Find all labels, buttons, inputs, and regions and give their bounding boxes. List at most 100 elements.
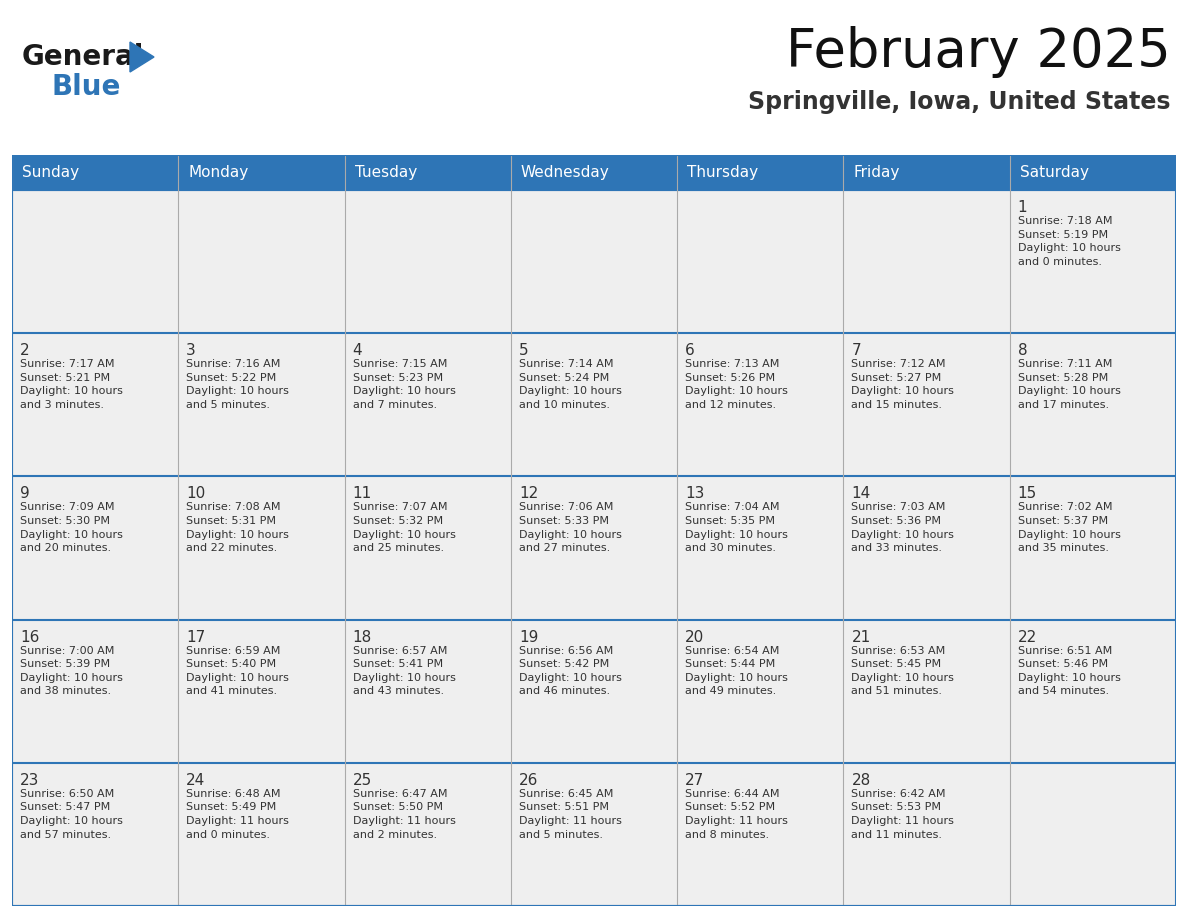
Bar	[677, 763, 843, 906]
Text: Sunrise: 7:07 AM
Sunset: 5:32 PM
Daylight: 10 hours
and 25 minutes.: Sunrise: 7:07 AM Sunset: 5:32 PM Dayligh…	[353, 502, 455, 554]
Text: 23: 23	[20, 773, 39, 788]
Text: 17: 17	[187, 630, 206, 644]
Text: Sunrise: 6:47 AM
Sunset: 5:50 PM
Daylight: 11 hours
and 2 minutes.: Sunrise: 6:47 AM Sunset: 5:50 PM Dayligh…	[353, 789, 455, 840]
Text: 14: 14	[852, 487, 871, 501]
Bar	[345, 620, 511, 763]
Text: 10: 10	[187, 487, 206, 501]
Text: Friday: Friday	[853, 165, 899, 180]
Bar	[12, 620, 178, 763]
Text: Sunrise: 6:42 AM
Sunset: 5:53 PM
Daylight: 11 hours
and 11 minutes.: Sunrise: 6:42 AM Sunset: 5:53 PM Dayligh…	[852, 789, 954, 840]
Text: 11: 11	[353, 487, 372, 501]
Bar	[677, 155, 843, 190]
Text: 21: 21	[852, 630, 871, 644]
Bar	[345, 333, 511, 476]
Bar	[178, 190, 345, 333]
Bar	[677, 476, 843, 620]
Bar	[843, 155, 1010, 190]
Text: Sunrise: 6:51 AM
Sunset: 5:46 PM
Daylight: 10 hours
and 54 minutes.: Sunrise: 6:51 AM Sunset: 5:46 PM Dayligh…	[1018, 645, 1120, 697]
Bar	[1010, 476, 1176, 620]
Text: Sunrise: 6:44 AM
Sunset: 5:52 PM
Daylight: 11 hours
and 8 minutes.: Sunrise: 6:44 AM Sunset: 5:52 PM Dayligh…	[685, 789, 788, 840]
Bar	[178, 763, 345, 906]
Text: 13: 13	[685, 487, 704, 501]
Bar	[178, 155, 345, 190]
Text: 22: 22	[1018, 630, 1037, 644]
Bar	[1010, 190, 1176, 333]
Text: 4: 4	[353, 343, 362, 358]
Text: Sunrise: 6:45 AM
Sunset: 5:51 PM
Daylight: 11 hours
and 5 minutes.: Sunrise: 6:45 AM Sunset: 5:51 PM Dayligh…	[519, 789, 621, 840]
Text: Sunday: Sunday	[23, 165, 80, 180]
Bar	[843, 620, 1010, 763]
Text: 24: 24	[187, 773, 206, 788]
Bar	[178, 333, 345, 476]
Bar	[345, 190, 511, 333]
Bar	[843, 190, 1010, 333]
Text: Springville, Iowa, United States: Springville, Iowa, United States	[748, 90, 1171, 114]
Text: Sunrise: 7:15 AM
Sunset: 5:23 PM
Daylight: 10 hours
and 7 minutes.: Sunrise: 7:15 AM Sunset: 5:23 PM Dayligh…	[353, 359, 455, 410]
Text: 18: 18	[353, 630, 372, 644]
Text: 16: 16	[20, 630, 39, 644]
Text: 9: 9	[20, 487, 30, 501]
Bar	[511, 155, 677, 190]
Bar	[1010, 620, 1176, 763]
Text: 20: 20	[685, 630, 704, 644]
Text: 15: 15	[1018, 487, 1037, 501]
Bar	[178, 476, 345, 620]
Text: Blue: Blue	[52, 73, 121, 101]
Text: Sunrise: 7:12 AM
Sunset: 5:27 PM
Daylight: 10 hours
and 15 minutes.: Sunrise: 7:12 AM Sunset: 5:27 PM Dayligh…	[852, 359, 954, 410]
Text: Wednesday: Wednesday	[520, 165, 609, 180]
Text: Sunrise: 7:06 AM
Sunset: 5:33 PM
Daylight: 10 hours
and 27 minutes.: Sunrise: 7:06 AM Sunset: 5:33 PM Dayligh…	[519, 502, 621, 554]
Bar	[1010, 155, 1176, 190]
Text: Sunrise: 6:56 AM
Sunset: 5:42 PM
Daylight: 10 hours
and 46 minutes.: Sunrise: 6:56 AM Sunset: 5:42 PM Dayligh…	[519, 645, 621, 697]
Bar	[843, 763, 1010, 906]
Text: Sunrise: 6:54 AM
Sunset: 5:44 PM
Daylight: 10 hours
and 49 minutes.: Sunrise: 6:54 AM Sunset: 5:44 PM Dayligh…	[685, 645, 788, 697]
Text: 27: 27	[685, 773, 704, 788]
Bar	[12, 333, 178, 476]
Text: General: General	[23, 43, 145, 71]
Text: 7: 7	[852, 343, 861, 358]
Text: Sunrise: 6:48 AM
Sunset: 5:49 PM
Daylight: 11 hours
and 0 minutes.: Sunrise: 6:48 AM Sunset: 5:49 PM Dayligh…	[187, 789, 289, 840]
Text: Sunrise: 7:18 AM
Sunset: 5:19 PM
Daylight: 10 hours
and 0 minutes.: Sunrise: 7:18 AM Sunset: 5:19 PM Dayligh…	[1018, 216, 1120, 267]
Text: 5: 5	[519, 343, 529, 358]
Bar	[843, 333, 1010, 476]
Text: Tuesday: Tuesday	[354, 165, 417, 180]
Polygon shape	[129, 42, 154, 72]
Text: Sunrise: 7:09 AM
Sunset: 5:30 PM
Daylight: 10 hours
and 20 minutes.: Sunrise: 7:09 AM Sunset: 5:30 PM Dayligh…	[20, 502, 122, 554]
Bar	[345, 155, 511, 190]
Text: Sunrise: 7:17 AM
Sunset: 5:21 PM
Daylight: 10 hours
and 3 minutes.: Sunrise: 7:17 AM Sunset: 5:21 PM Dayligh…	[20, 359, 122, 410]
Bar	[12, 476, 178, 620]
Text: Sunrise: 7:02 AM
Sunset: 5:37 PM
Daylight: 10 hours
and 35 minutes.: Sunrise: 7:02 AM Sunset: 5:37 PM Dayligh…	[1018, 502, 1120, 554]
Text: 19: 19	[519, 630, 538, 644]
Bar	[12, 190, 178, 333]
Text: Sunrise: 6:57 AM
Sunset: 5:41 PM
Daylight: 10 hours
and 43 minutes.: Sunrise: 6:57 AM Sunset: 5:41 PM Dayligh…	[353, 645, 455, 697]
Text: 28: 28	[852, 773, 871, 788]
Text: Saturday: Saturday	[1019, 165, 1088, 180]
Text: 12: 12	[519, 487, 538, 501]
Text: Sunrise: 7:04 AM
Sunset: 5:35 PM
Daylight: 10 hours
and 30 minutes.: Sunrise: 7:04 AM Sunset: 5:35 PM Dayligh…	[685, 502, 788, 554]
Text: Monday: Monday	[188, 165, 248, 180]
Bar	[843, 476, 1010, 620]
Text: 6: 6	[685, 343, 695, 358]
Text: Sunrise: 6:50 AM
Sunset: 5:47 PM
Daylight: 10 hours
and 57 minutes.: Sunrise: 6:50 AM Sunset: 5:47 PM Dayligh…	[20, 789, 122, 840]
Text: Sunrise: 6:53 AM
Sunset: 5:45 PM
Daylight: 10 hours
and 51 minutes.: Sunrise: 6:53 AM Sunset: 5:45 PM Dayligh…	[852, 645, 954, 697]
Text: February 2025: February 2025	[786, 26, 1171, 78]
Text: 25: 25	[353, 773, 372, 788]
Bar	[345, 476, 511, 620]
Bar	[178, 620, 345, 763]
Bar	[511, 476, 677, 620]
Bar	[677, 190, 843, 333]
Text: Sunrise: 7:00 AM
Sunset: 5:39 PM
Daylight: 10 hours
and 38 minutes.: Sunrise: 7:00 AM Sunset: 5:39 PM Dayligh…	[20, 645, 122, 697]
Bar	[1010, 333, 1176, 476]
Text: 3: 3	[187, 343, 196, 358]
Text: Sunrise: 7:08 AM
Sunset: 5:31 PM
Daylight: 10 hours
and 22 minutes.: Sunrise: 7:08 AM Sunset: 5:31 PM Dayligh…	[187, 502, 289, 554]
Bar	[677, 333, 843, 476]
Text: Sunrise: 7:14 AM
Sunset: 5:24 PM
Daylight: 10 hours
and 10 minutes.: Sunrise: 7:14 AM Sunset: 5:24 PM Dayligh…	[519, 359, 621, 410]
Text: Sunrise: 7:16 AM
Sunset: 5:22 PM
Daylight: 10 hours
and 5 minutes.: Sunrise: 7:16 AM Sunset: 5:22 PM Dayligh…	[187, 359, 289, 410]
Bar	[511, 763, 677, 906]
Bar	[511, 333, 677, 476]
Text: 26: 26	[519, 773, 538, 788]
Text: Thursday: Thursday	[687, 165, 758, 180]
Text: Sunrise: 7:03 AM
Sunset: 5:36 PM
Daylight: 10 hours
and 33 minutes.: Sunrise: 7:03 AM Sunset: 5:36 PM Dayligh…	[852, 502, 954, 554]
Bar	[511, 190, 677, 333]
Bar	[345, 763, 511, 906]
Bar	[12, 155, 178, 190]
